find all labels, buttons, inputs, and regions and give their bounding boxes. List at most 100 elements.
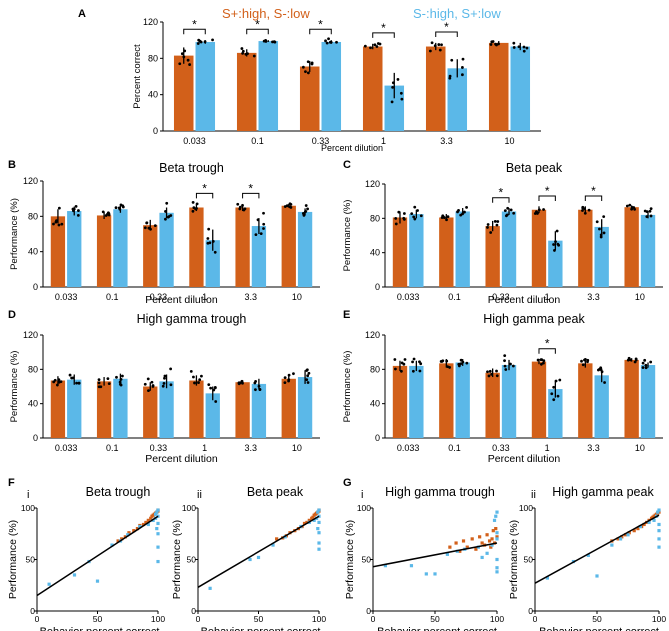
chart4-bar-blue [594,375,609,438]
chart6-y-tick-label: 50 [187,555,197,565]
chart1-data-dot [192,206,196,210]
chart6-x-tick-label: 50 [254,614,264,624]
chart0-data-dot [240,47,244,50]
chart2-data-dot [649,207,653,211]
chart5-point-orange [132,529,136,533]
chart2-y-tick-label: 120 [365,179,380,189]
chart8-point-blue [610,543,614,547]
chart0-y-label: Percent correct [132,44,143,109]
chart1-data-dot [206,237,210,240]
chart4-significance-bracket [538,348,556,354]
chart8-point-orange [616,537,620,541]
chart0-significance-bracket [372,32,395,38]
chart2-bar-orange [439,217,454,287]
chart6-point-blue [317,541,321,545]
chart4-bar-orange [392,365,408,438]
chart4-significance-star: * [545,337,550,351]
chart3-data-dot [257,384,261,388]
chart1-significance-star: * [202,181,207,195]
chart8-x-tick-label: 50 [592,614,602,624]
chart3-data-dot [189,369,193,373]
chart2-data-dot [645,215,649,219]
chart2-data-dot [581,209,584,212]
chart2-data-dot [537,208,541,212]
chart4-x-tick-label: 3.3 [587,443,600,453]
chart1-y-tick-label: 80 [28,211,38,221]
chart0-data-dot [328,40,332,44]
chart3-bar-blue [297,377,313,438]
chart0-x-tick-label: 0.1 [251,136,264,146]
chart2-data-dot [412,215,416,219]
chart3-data-dot [287,373,291,377]
chart2-data-dot [486,223,490,226]
chart4-data-dot [581,363,585,367]
chart4-data-dot [552,385,556,389]
chart7-y-tick-label: 50 [362,555,372,565]
panel-letter-b: B [8,159,16,171]
chart8-point-orange [636,527,640,531]
chart2-significance-bracket [538,195,556,202]
chart4-data-dot [542,359,546,363]
chart5-point-orange [146,518,150,522]
chart2-bar-orange [624,207,639,287]
chart1-bar-orange [281,205,296,287]
chart3-data-dot [169,383,173,387]
chart1-data-dot [289,203,293,206]
chart5-y-tick-label: 0 [30,606,35,616]
chart0-significance-bracket [435,31,458,37]
chart0-data-dot [310,62,314,66]
chart7-point-orange [470,537,474,541]
chart0-significance-star: * [318,17,323,31]
chart6-title: Beta peak [247,485,304,499]
chart1-bar-orange [96,215,112,287]
chart2-data-dot [648,209,652,213]
chart3-data-dot [75,381,78,385]
chart3-bar-orange [281,378,296,438]
chart4-data-dot [411,369,415,373]
chart7-point-blue [409,564,414,568]
chart4-y-tick-label: 120 [365,330,380,340]
chart8-point-orange [623,533,628,537]
chart2-data-dot [394,216,398,220]
chart4-data-dot [509,362,512,366]
chart3-data-dot [258,388,262,391]
chart3-y-label: Performance (%) [9,351,20,423]
chart4-bar-blue [501,365,517,438]
chart8-y-tick-label: 0 [528,606,533,616]
chart4-data-dot [583,358,586,362]
chart2-data-dot [554,240,557,244]
chart4-data-dot [633,360,637,364]
chart8-point-blue [586,553,590,557]
chart1-y-tick-label: 120 [23,176,38,186]
subpanel-label-f-i: i [27,489,29,501]
chart3-data-dot [212,388,216,392]
chart4-data-dot [558,378,562,382]
chart4-data-dot [457,364,461,368]
chart5-point-blue [110,543,114,547]
chart4-data-dot [542,361,545,365]
chart1-bar-blue [297,211,313,287]
chart1-data-dot [153,224,157,228]
chart4-y-tick-label: 0 [375,433,380,443]
chart4-x-tick-label: 1 [545,443,550,453]
chart5-point-blue [156,545,160,549]
chart7-x-tick-label: 100 [490,614,504,624]
chart5-fit-line [36,515,159,597]
chart0-data-dot [491,40,495,43]
chart4-x-tick-label: 0.33 [492,443,510,453]
chart3-data-dot [161,384,165,388]
chart3-x-tick-label: 0.1 [106,443,119,453]
chart3-data-dot [237,382,241,386]
chart8-point-blue [545,576,549,580]
chart0-data-dot [203,40,207,44]
chart5-point-blue [151,518,155,522]
chart3-bar-orange [189,380,204,438]
chart3-data-dot [306,381,310,384]
chart2-data-dot [555,229,559,233]
chart2-data-dot [553,249,556,252]
chart5-point-orange [149,516,153,520]
chart2-significance-star: * [545,184,550,198]
chart0-data-dot [450,58,454,62]
chart0-significance-star: * [192,17,197,31]
